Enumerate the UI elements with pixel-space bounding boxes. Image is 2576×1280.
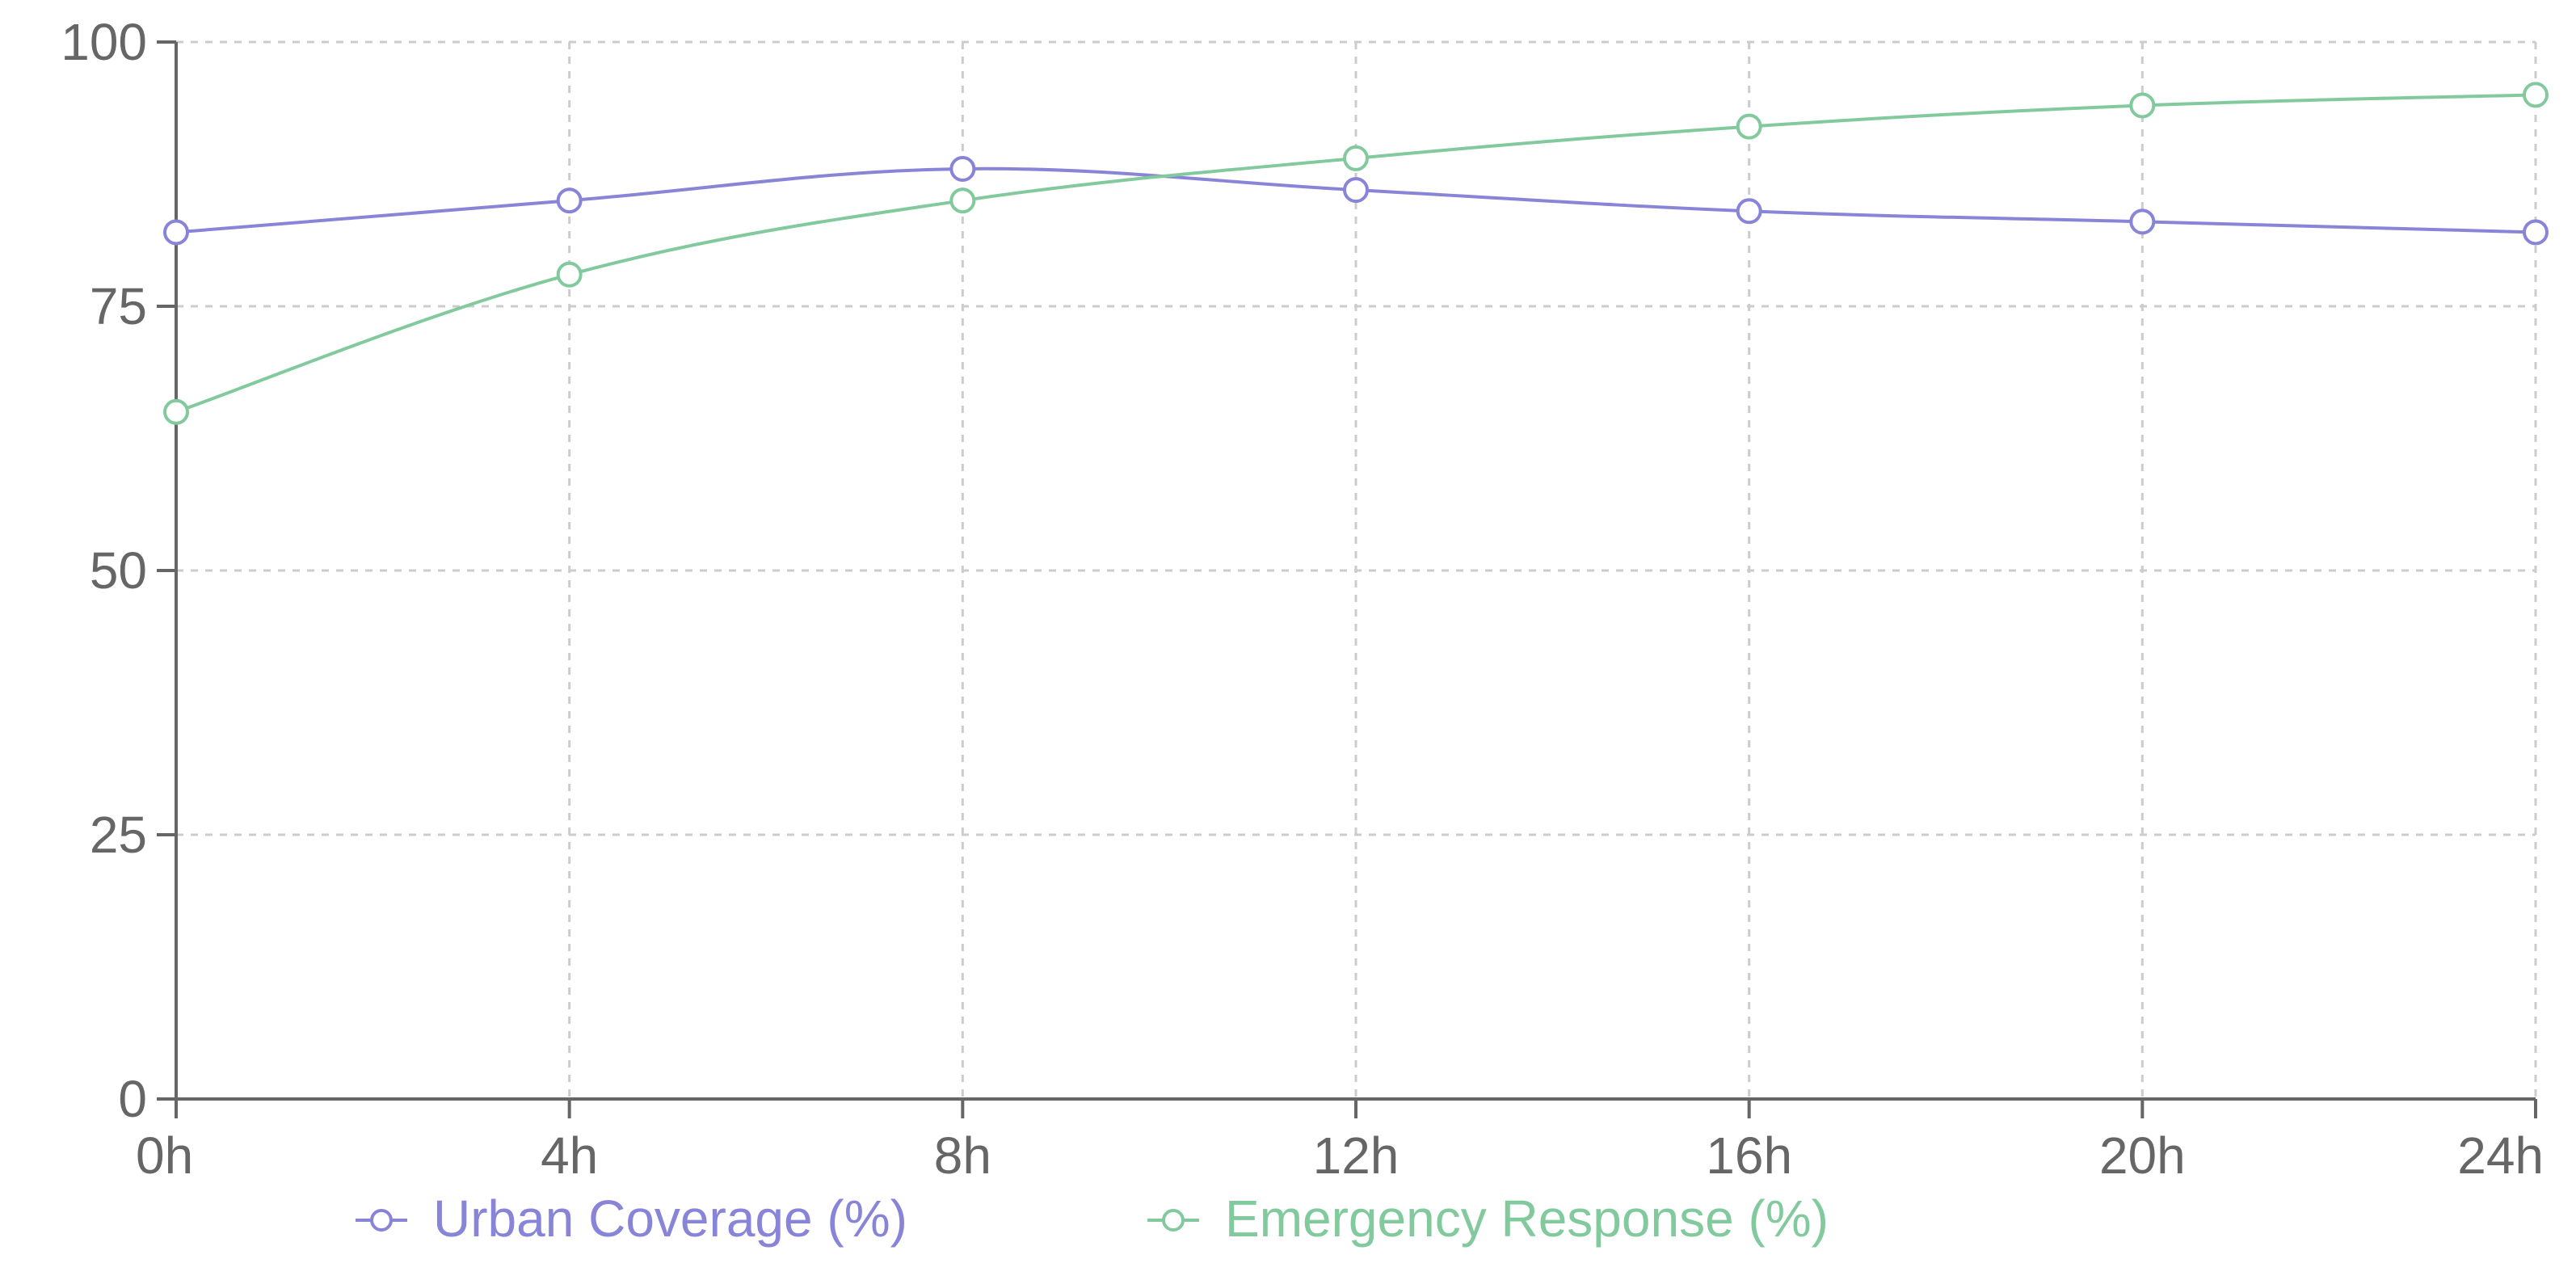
legend-label: Urban Coverage (%) bbox=[433, 1189, 907, 1248]
data-point[interactable] bbox=[163, 398, 189, 425]
data-point[interactable] bbox=[556, 187, 583, 214]
y-tick-label: 100 bbox=[61, 13, 147, 71]
x-tick-label: 16h bbox=[1706, 1126, 1792, 1185]
y-tick-label: 0 bbox=[118, 1070, 147, 1128]
x-tick-label: 4h bbox=[541, 1126, 598, 1185]
data-point[interactable] bbox=[2129, 92, 2156, 119]
legend: Urban Coverage (%) Emergency Response (%) bbox=[356, 1189, 1829, 1248]
x-tick-label: 8h bbox=[934, 1126, 991, 1185]
x-tick-label: 20h bbox=[2099, 1126, 2186, 1185]
x-tick-label: 24h bbox=[2457, 1126, 2544, 1185]
series-lines bbox=[163, 82, 2549, 425]
data-point[interactable] bbox=[163, 219, 189, 246]
data-point[interactable] bbox=[949, 155, 976, 182]
y-tick-label: 50 bbox=[90, 541, 147, 600]
y-tick-label: 75 bbox=[90, 277, 147, 335]
legend-marker-icon bbox=[1162, 1209, 1185, 1232]
data-point[interactable] bbox=[1343, 177, 1369, 204]
data-point[interactable] bbox=[949, 187, 976, 214]
data-point[interactable] bbox=[2129, 208, 2156, 235]
data-point[interactable] bbox=[556, 261, 583, 288]
data-point[interactable] bbox=[2523, 219, 2549, 246]
data-point[interactable] bbox=[1736, 198, 1762, 225]
data-point[interactable] bbox=[1343, 145, 1369, 171]
legend-item-urban-coverage[interactable]: Urban Coverage (%) bbox=[356, 1189, 907, 1248]
axes: 0 25 50 75 100 0h 4h 8h 12h 16h 20h 24h bbox=[61, 13, 2544, 1185]
legend-item-emergency-response[interactable]: Emergency Response (%) bbox=[1147, 1189, 1829, 1248]
x-tick-label: 12h bbox=[1313, 1126, 1400, 1185]
data-point[interactable] bbox=[1736, 113, 1762, 140]
data-point[interactable] bbox=[2523, 82, 2549, 108]
legend-marker-icon bbox=[370, 1209, 393, 1232]
x-tick-label: 0h bbox=[136, 1126, 193, 1185]
y-tick-label: 25 bbox=[90, 806, 147, 864]
legend-label: Emergency Response (%) bbox=[1225, 1189, 1829, 1248]
